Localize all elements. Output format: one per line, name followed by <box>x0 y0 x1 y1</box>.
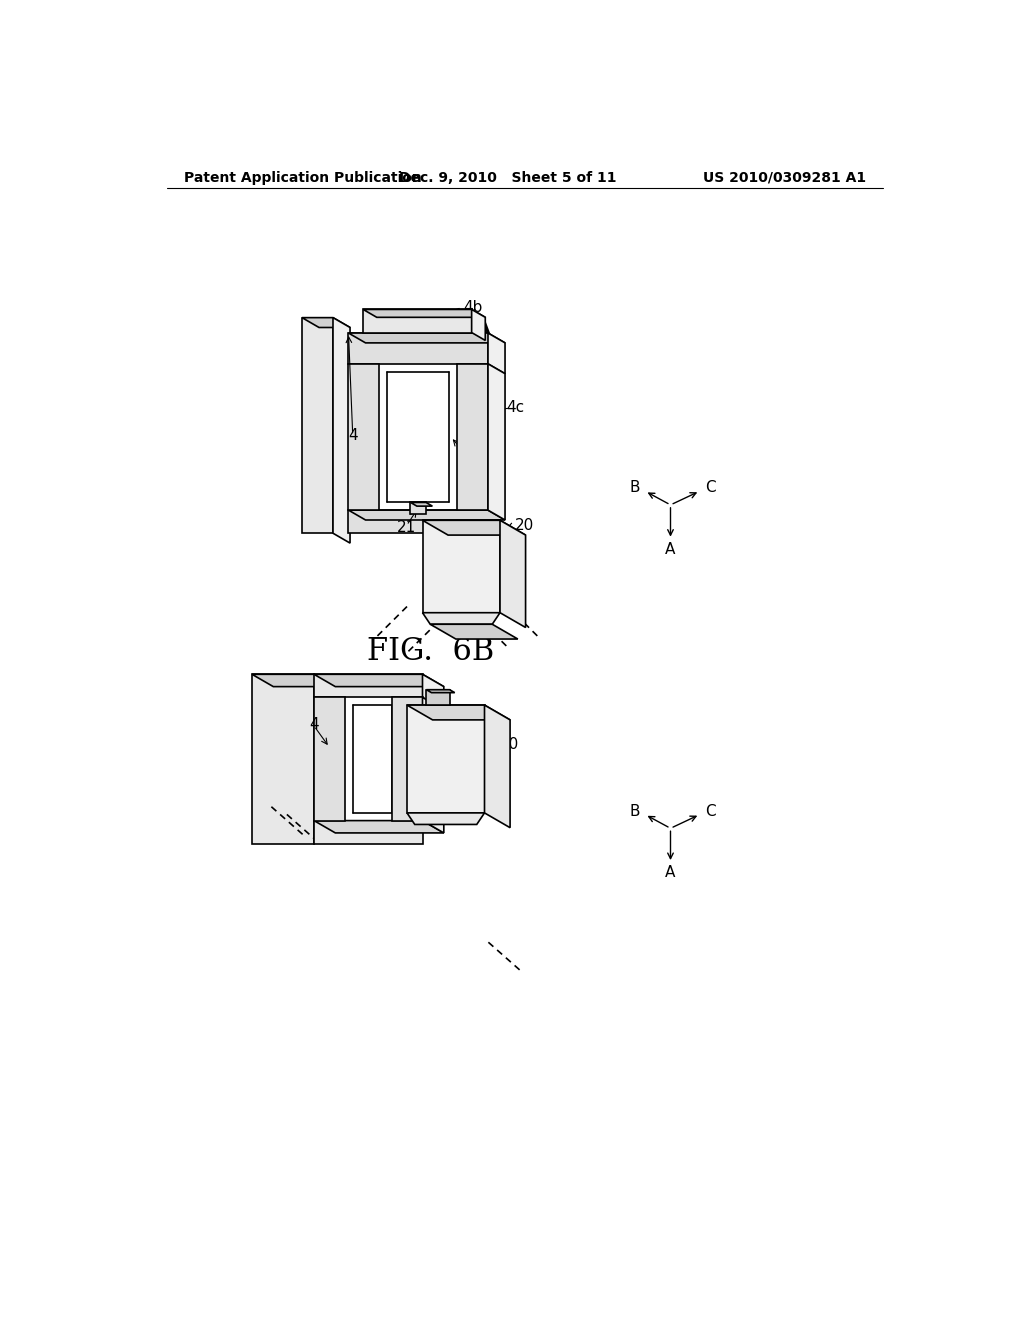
Text: 4: 4 <box>309 717 318 731</box>
Polygon shape <box>314 821 443 833</box>
Polygon shape <box>407 813 484 825</box>
Polygon shape <box>302 318 333 533</box>
Polygon shape <box>348 510 488 533</box>
Polygon shape <box>423 520 500 612</box>
Polygon shape <box>314 675 423 697</box>
Polygon shape <box>472 309 485 341</box>
Polygon shape <box>423 520 525 535</box>
Text: 21: 21 <box>397 520 416 535</box>
Polygon shape <box>348 333 488 364</box>
Polygon shape <box>484 705 510 828</box>
Polygon shape <box>407 705 484 813</box>
Text: 4c: 4c <box>506 400 524 414</box>
Polygon shape <box>348 364 380 510</box>
Text: A: A <box>666 866 676 880</box>
Polygon shape <box>407 705 510 719</box>
Polygon shape <box>423 612 500 624</box>
Text: US 2010/0309281 A1: US 2010/0309281 A1 <box>702 170 866 185</box>
Text: 4b: 4b <box>464 300 482 315</box>
Polygon shape <box>426 689 450 705</box>
Text: B: B <box>630 804 640 818</box>
Text: FIG.  6B: FIG. 6B <box>367 636 494 667</box>
Text: C: C <box>706 480 716 495</box>
Text: 20: 20 <box>515 517 535 533</box>
Text: FIG.  6A: FIG. 6A <box>367 317 494 347</box>
Polygon shape <box>333 318 350 543</box>
Text: 20: 20 <box>500 738 519 752</box>
Polygon shape <box>252 675 335 686</box>
Text: 4: 4 <box>348 428 357 444</box>
Polygon shape <box>488 333 505 374</box>
Text: Dec. 9, 2010   Sheet 5 of 11: Dec. 9, 2010 Sheet 5 of 11 <box>399 170 616 185</box>
Polygon shape <box>348 510 505 520</box>
Text: A: A <box>666 543 676 557</box>
Polygon shape <box>364 309 472 333</box>
Text: C: C <box>706 804 716 818</box>
Polygon shape <box>430 624 518 639</box>
Polygon shape <box>348 333 505 343</box>
Polygon shape <box>314 821 423 843</box>
Polygon shape <box>391 697 423 821</box>
Polygon shape <box>500 520 525 627</box>
Polygon shape <box>411 503 426 513</box>
Polygon shape <box>488 364 505 520</box>
Polygon shape <box>252 675 314 843</box>
Polygon shape <box>364 309 485 317</box>
Polygon shape <box>314 697 345 821</box>
Text: 4a: 4a <box>463 441 481 455</box>
Polygon shape <box>411 503 432 506</box>
Polygon shape <box>457 364 488 510</box>
Polygon shape <box>423 675 443 710</box>
Text: Patent Application Publication: Patent Application Publication <box>183 170 422 185</box>
Polygon shape <box>426 689 455 693</box>
Polygon shape <box>302 318 350 327</box>
Polygon shape <box>423 697 443 833</box>
Polygon shape <box>314 675 443 686</box>
Text: B: B <box>630 480 640 495</box>
